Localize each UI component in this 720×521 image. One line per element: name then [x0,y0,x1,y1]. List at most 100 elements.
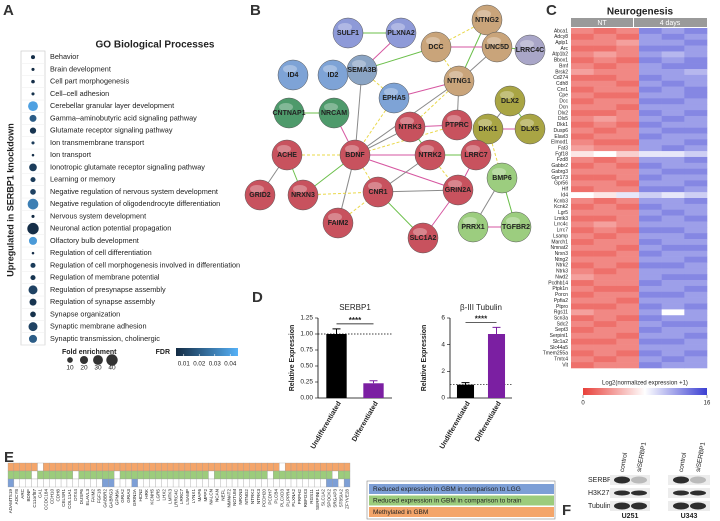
gene-name: RBFOX3 [303,489,308,508]
size-key-label: 20 [80,365,88,372]
go-term: Brain development [50,64,111,73]
node-label: SLC1A2 [410,235,437,242]
panel-label: E [4,449,14,466]
table-cell [214,462,221,472]
table-cell [196,462,203,472]
error-bar [332,328,341,334]
heatmap-cell [661,156,685,164]
heatmap-cell [593,332,617,339]
lane-label: control [619,452,629,473]
heatmap-cell [616,203,640,211]
heatmap-cell [661,332,685,339]
network-node [471,4,503,36]
table-cell [326,470,333,480]
heatmap-cell [616,256,640,263]
heatmap-cell [571,303,594,310]
heatmap-cell [616,356,640,363]
table-cell [255,478,262,488]
heatmap-cell [616,145,640,152]
table-cell [7,470,15,480]
gene-label: Pcdhb14 [548,280,568,286]
blot-band [673,502,689,510]
scale-bar [583,388,707,395]
heatmap-cell [639,215,662,222]
heatmap-cell [639,209,662,216]
gene-name: ELAVL3 [85,489,90,506]
heatmap-cell [571,250,594,257]
heatmap-cell [616,115,640,123]
heatmap-cell [593,291,617,298]
heatmap-cell [661,45,685,52]
heatmap-cell [684,98,708,105]
gene-name: ADAMTS19 [8,489,13,514]
heatmap-cell [571,203,594,211]
blot-band [673,490,689,496]
go-term: Synaptic transmission, cholinergic [50,334,160,343]
heatmap-cell [684,326,708,334]
heatmap-cell [661,262,685,269]
heatmap-cell [661,309,685,316]
node-label: ID4 [288,72,299,79]
heatmap-cell [593,145,617,152]
heatmap-cell [571,198,594,205]
heatmap-cell [684,168,708,175]
heatmap-cell [661,127,685,134]
heatmap-cell [684,57,708,64]
table-cell [296,470,303,480]
heatmap-cell [639,151,662,158]
heatmap-cell [571,362,594,369]
table-cell [7,478,15,488]
heatmap-cell [593,326,617,334]
heatmap-cell [616,315,640,322]
gene-label: Serpini1 [550,333,569,339]
gene-name: CA1 [38,489,43,498]
blot-band [631,490,647,496]
table-cell [37,478,44,488]
go-dot [28,322,38,332]
node-label: PTPRC [445,122,469,129]
y-tick-label: 0.50 [300,363,313,370]
size-key [93,355,103,365]
go-term: Cell part morphogenesis [50,77,129,86]
gene-name: NTRK2 [250,489,255,505]
heatmap-cell [639,192,662,199]
network-node [346,54,378,86]
heatmap-cell [571,326,594,334]
table-cell [332,470,339,480]
gene-label: Nrxn3 [555,251,569,257]
table-cell [84,470,91,480]
node-shine [463,217,477,225]
gene-name: PLPPR4 [285,489,290,507]
gene-name: CDH8 [55,489,60,502]
gene-label: Sdc2 [557,321,569,327]
heatmap-cell [661,86,685,93]
heatmap-cell [593,297,617,304]
gene-name: ZFYVE28 [344,489,349,509]
gene-label: Tmem255a [543,351,569,357]
table-cell [184,462,191,472]
table-cell [78,462,85,472]
heatmap-cell [616,180,640,187]
gene-label: Bmf [559,63,569,69]
go-dot [30,262,36,268]
heatmap-cell [684,332,708,339]
heatmap-cell [616,274,640,281]
heatmap-cell [571,162,594,169]
heatmap-cell [639,239,662,246]
gene-name: SERPINI1 [315,489,320,510]
heatmap-cell [639,297,662,304]
network-node [472,113,504,145]
table-cell [25,462,32,472]
heatmap-cell [639,285,662,293]
heatmap-cell [593,74,617,82]
gene-name: PCDH7 [268,489,273,505]
significance: **** [349,316,362,325]
heatmap-cell [571,227,594,234]
table-cell [25,470,32,480]
network-node [244,179,276,211]
heatmap-cell [661,233,685,240]
heatmap-cell [593,303,617,310]
table-cell [220,478,227,488]
heatmap-cell [571,356,594,363]
fdr-bar [176,348,238,356]
